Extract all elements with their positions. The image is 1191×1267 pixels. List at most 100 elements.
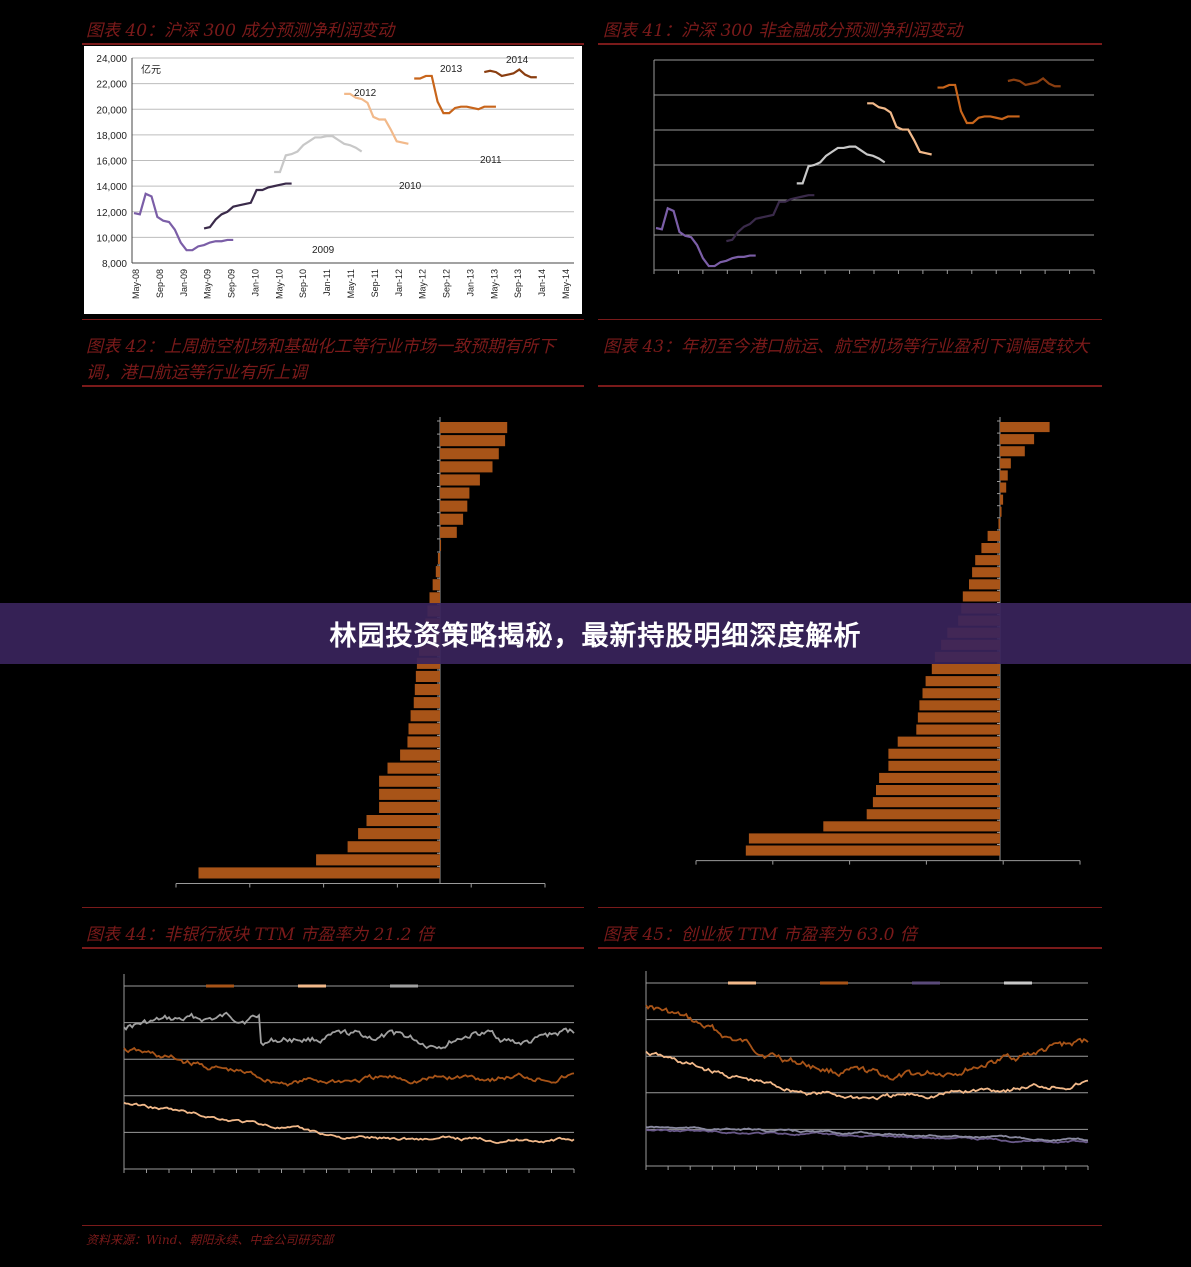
chart40-series-label: 2011 <box>480 155 502 166</box>
chart41-series-line <box>1007 76 1061 88</box>
chart43-bar <box>1000 506 1002 517</box>
chart41-bottom-rule <box>598 319 1102 320</box>
chart40-xtick-label: Jan-12 <box>394 269 404 297</box>
chart40-xtick-label: May-10 <box>274 269 284 299</box>
chart42-bar <box>432 579 440 591</box>
chart40-xtick-label: May-14 <box>561 269 571 299</box>
chart40-xtick-label: Jan-11 <box>322 269 332 296</box>
chart43-bar <box>1000 422 1050 433</box>
chart42-bar <box>440 422 508 434</box>
chart42-bar <box>440 539 442 551</box>
chart41-series-line <box>796 145 886 185</box>
chart43-bar <box>745 845 1000 856</box>
chart45-series-line <box>645 1004 1089 1081</box>
chart43-bar <box>925 676 1000 687</box>
chart42-title: 图表 42：上周航空机场和基础化工等行业市场一致预期有所下调，港口航运等行业有所… <box>86 337 556 383</box>
chart40-panel <box>84 46 582 314</box>
chart43-bar <box>1000 458 1011 469</box>
chart40-xtick-label: Jan-09 <box>179 269 189 297</box>
chart43-bar <box>876 785 1000 796</box>
chart40-ytick-label: 16,000 <box>96 157 127 168</box>
chart42-bar <box>435 566 440 578</box>
chart40-xtick-label: Sep-08 <box>155 269 165 298</box>
chart40-ytick-label: 20,000 <box>96 105 127 116</box>
chart42-bar <box>415 670 440 682</box>
chart43-bar <box>916 724 1000 735</box>
chart40-xtick-label: Sep-13 <box>513 269 523 298</box>
chart42-bar <box>408 723 440 735</box>
chart40-xtick-label: Jan-10 <box>250 269 260 297</box>
chart40-ytick-label: 10,000 <box>96 233 127 244</box>
chart44-series-line <box>123 1046 575 1087</box>
chart40-xtick-label: May-13 <box>489 269 499 299</box>
chart44-series-line <box>123 1101 575 1144</box>
chart42-bar <box>400 749 440 761</box>
chart43-bar <box>823 821 1000 832</box>
chart40-series-2010 <box>203 182 292 230</box>
chart40-series-2014 <box>484 68 537 79</box>
chart43-bar <box>975 555 1000 566</box>
chart43-bar <box>962 591 1000 602</box>
chart43-bar <box>919 700 1000 711</box>
chart41-series-line <box>867 102 932 156</box>
chart40-series-label: 2014 <box>506 55 529 66</box>
chart42-bar <box>440 487 470 499</box>
chart42-bar <box>379 788 440 800</box>
chart43-bar <box>866 809 1000 820</box>
chart43-bar <box>888 748 1000 759</box>
chart42-bar <box>440 461 493 473</box>
chart40-xtick-label: Jan-13 <box>465 269 475 297</box>
chart40-xtick-label: Jan-14 <box>537 269 547 297</box>
chart43-bar <box>1000 470 1008 481</box>
chart42-title-rule <box>82 385 584 387</box>
chart40-series-2011 <box>274 135 363 174</box>
chart45-title: 图表 45：创业板 TTM 市盈率为 63.0 倍 <box>603 925 917 945</box>
source-top-rule <box>82 1225 1102 1226</box>
chart40-ylabel: 亿元 <box>141 63 161 76</box>
chart40-xtick-label: May-11 <box>346 269 356 298</box>
chart40-ytick-label: 12,000 <box>96 208 127 219</box>
chart43-title-rule <box>598 385 1102 387</box>
chart43-bar <box>1000 446 1025 457</box>
chart40-ytick-label: 8,000 <box>102 259 127 270</box>
chart42-bar <box>440 474 480 486</box>
chart42-bar <box>437 553 440 565</box>
chart44-svg <box>123 974 575 1173</box>
chart40-series-2013 <box>414 74 496 115</box>
chart43-bar <box>897 736 1000 747</box>
chart40-ytick-label: 18,000 <box>96 131 127 142</box>
chart43-svg <box>695 417 1081 865</box>
chart43-bar <box>1000 482 1007 493</box>
headline-banner: 林园投资策略揭秘，最新持股明细深度解析 <box>0 603 1191 664</box>
chart41-title-rule <box>598 43 1102 45</box>
chart40-xtick-label: May-12 <box>418 269 428 299</box>
chart42-bar <box>440 526 457 538</box>
chart40-ytick-label: 22,000 <box>96 80 127 91</box>
chart43-bar <box>981 543 1000 554</box>
chart42-bar <box>440 500 468 512</box>
chart40-series-label: 2010 <box>399 181 422 192</box>
chart42-bar <box>413 697 440 709</box>
chart42-bar <box>429 592 440 604</box>
chart43-bar <box>987 530 1000 541</box>
chart42-bar <box>347 841 440 853</box>
chart43-bar <box>888 760 1000 771</box>
chart43-title: 图表 43：年初至今港口航运、航空机场等行业盈利下调幅度较大 <box>603 337 1090 357</box>
chart45-series-line <box>645 1125 1089 1142</box>
chart42-bar <box>440 513 464 525</box>
chart41-svg <box>653 59 1095 274</box>
chart42-bar <box>407 736 440 748</box>
chart40-xtick-label: May-09 <box>203 269 213 299</box>
chart42-bar <box>198 867 440 879</box>
chart41-title: 图表 41：沪深 300 非金融成分预测净利润变动 <box>603 21 963 41</box>
chart40-series-label: 2012 <box>354 88 377 99</box>
chart42-bar <box>440 448 499 460</box>
chart40-svg: 24,000 22,000 20,000 18,000 16,000 14,000 12,0… <box>96 54 574 299</box>
chart45-series-line <box>645 1050 1089 1101</box>
chart45-svg <box>645 971 1089 1170</box>
chart40-xtick-label: Sep-11 <box>370 269 380 297</box>
chart40-title: 图表 40：沪深 300 成分预测净利润变动 <box>86 21 395 41</box>
chart40-title-rule <box>82 43 584 45</box>
chart40-ytick-label: 24,000 <box>96 54 127 65</box>
chart42-bar <box>316 854 440 866</box>
